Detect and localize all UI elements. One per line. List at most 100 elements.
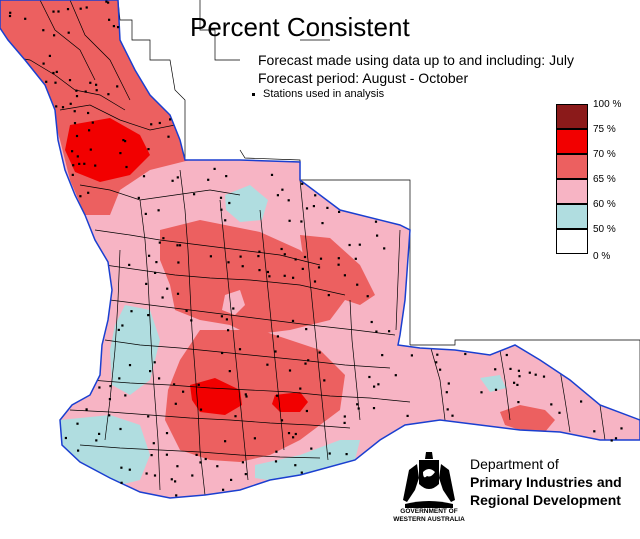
station-dot xyxy=(528,371,531,374)
station-dot xyxy=(480,391,483,394)
station-dot xyxy=(193,193,196,196)
station-dot xyxy=(327,294,330,297)
station-dot xyxy=(239,255,242,258)
forecast-made-text: Forecast made using data up to and inclu… xyxy=(258,52,574,68)
station-dot xyxy=(227,329,230,332)
station-dot xyxy=(207,178,210,181)
station-dot xyxy=(176,176,179,179)
station-dot xyxy=(610,439,613,442)
station-dot xyxy=(276,394,279,397)
station-dot xyxy=(150,123,153,126)
station-dot xyxy=(300,220,303,223)
station-dot xyxy=(224,219,227,222)
map-title: Percent Consistent xyxy=(190,12,410,42)
station-dot xyxy=(75,95,79,98)
station-dot xyxy=(128,468,131,471)
legend-label: 65 % xyxy=(593,174,616,185)
station-dot xyxy=(199,408,203,411)
station-dot xyxy=(294,258,297,261)
station-dot xyxy=(376,234,379,237)
station-dot xyxy=(98,386,101,389)
station-dot xyxy=(107,93,110,96)
station-dot xyxy=(124,394,127,397)
station-dot xyxy=(388,330,391,333)
station-dot xyxy=(85,408,88,411)
station-dot xyxy=(71,150,74,153)
station-dot xyxy=(124,140,127,143)
station-dot xyxy=(314,194,317,197)
station-dot xyxy=(72,164,75,167)
station-dot xyxy=(117,328,120,331)
department-line-1: Department of xyxy=(470,456,559,472)
legend-label: 70 % xyxy=(593,149,616,160)
station-dot xyxy=(182,390,185,393)
station-dot xyxy=(84,90,87,93)
station-dot xyxy=(116,85,119,88)
station-dot xyxy=(120,466,123,469)
station-dot xyxy=(83,162,86,165)
station-dot xyxy=(292,276,295,279)
legend-swatch-50-0 xyxy=(556,229,588,254)
percent-legend: 100 % 75 % 70 % 65 % 60 % 50 % 0 % xyxy=(556,99,632,262)
station-dot xyxy=(305,328,308,331)
station-dot xyxy=(108,414,111,417)
station-dot xyxy=(173,383,176,386)
station-dot xyxy=(373,385,376,388)
station-dot xyxy=(190,319,193,322)
station-dot xyxy=(516,383,519,386)
station-dot xyxy=(518,375,521,378)
station-dot xyxy=(89,81,92,84)
legend-swatch-100-75 xyxy=(556,104,588,129)
station-dot xyxy=(321,222,324,225)
station-dot xyxy=(228,201,231,205)
station-dot xyxy=(108,18,111,21)
station-dot xyxy=(343,274,346,277)
station-dot xyxy=(204,457,207,461)
station-dot xyxy=(199,461,202,464)
station-dot xyxy=(288,219,291,222)
station-dot xyxy=(368,375,371,379)
station-dot xyxy=(517,369,520,372)
station-dot xyxy=(79,195,82,198)
station-dot xyxy=(268,275,271,278)
station-dot xyxy=(177,261,180,264)
station-dot xyxy=(75,134,79,138)
legend-swatch-65-60 xyxy=(556,179,588,204)
station-dot xyxy=(197,383,200,386)
station-dot xyxy=(301,267,304,270)
station-dot xyxy=(258,269,261,272)
station-dot xyxy=(464,352,467,356)
station-dot xyxy=(85,6,88,9)
station-dot xyxy=(55,105,58,108)
station-dot xyxy=(257,255,260,258)
station-dot xyxy=(153,474,157,477)
station-dot xyxy=(119,152,122,155)
station-dot xyxy=(299,387,302,390)
station-dot xyxy=(8,14,12,18)
station-dot xyxy=(224,440,227,443)
station-dot xyxy=(147,314,150,317)
station-dot xyxy=(87,191,90,194)
legend-label: 60 % xyxy=(593,199,616,210)
station-dot xyxy=(216,465,219,468)
station-dot xyxy=(310,447,313,450)
station-dot xyxy=(227,261,230,264)
station-dot xyxy=(142,175,146,178)
station-dot xyxy=(107,1,110,4)
station-dot xyxy=(145,282,148,285)
station-dot xyxy=(305,207,309,210)
station-dot xyxy=(52,71,55,75)
station-dot xyxy=(276,335,279,338)
station-dot xyxy=(166,287,169,290)
station-dot xyxy=(94,164,97,167)
station-dot xyxy=(54,81,57,84)
station-dot xyxy=(155,261,158,264)
station-dot xyxy=(323,379,326,382)
station-dot xyxy=(313,280,317,283)
station-dot xyxy=(91,121,94,124)
station-dot xyxy=(55,70,58,73)
station-dot xyxy=(220,315,223,318)
station-dot xyxy=(234,415,237,418)
station-dot xyxy=(370,320,373,324)
